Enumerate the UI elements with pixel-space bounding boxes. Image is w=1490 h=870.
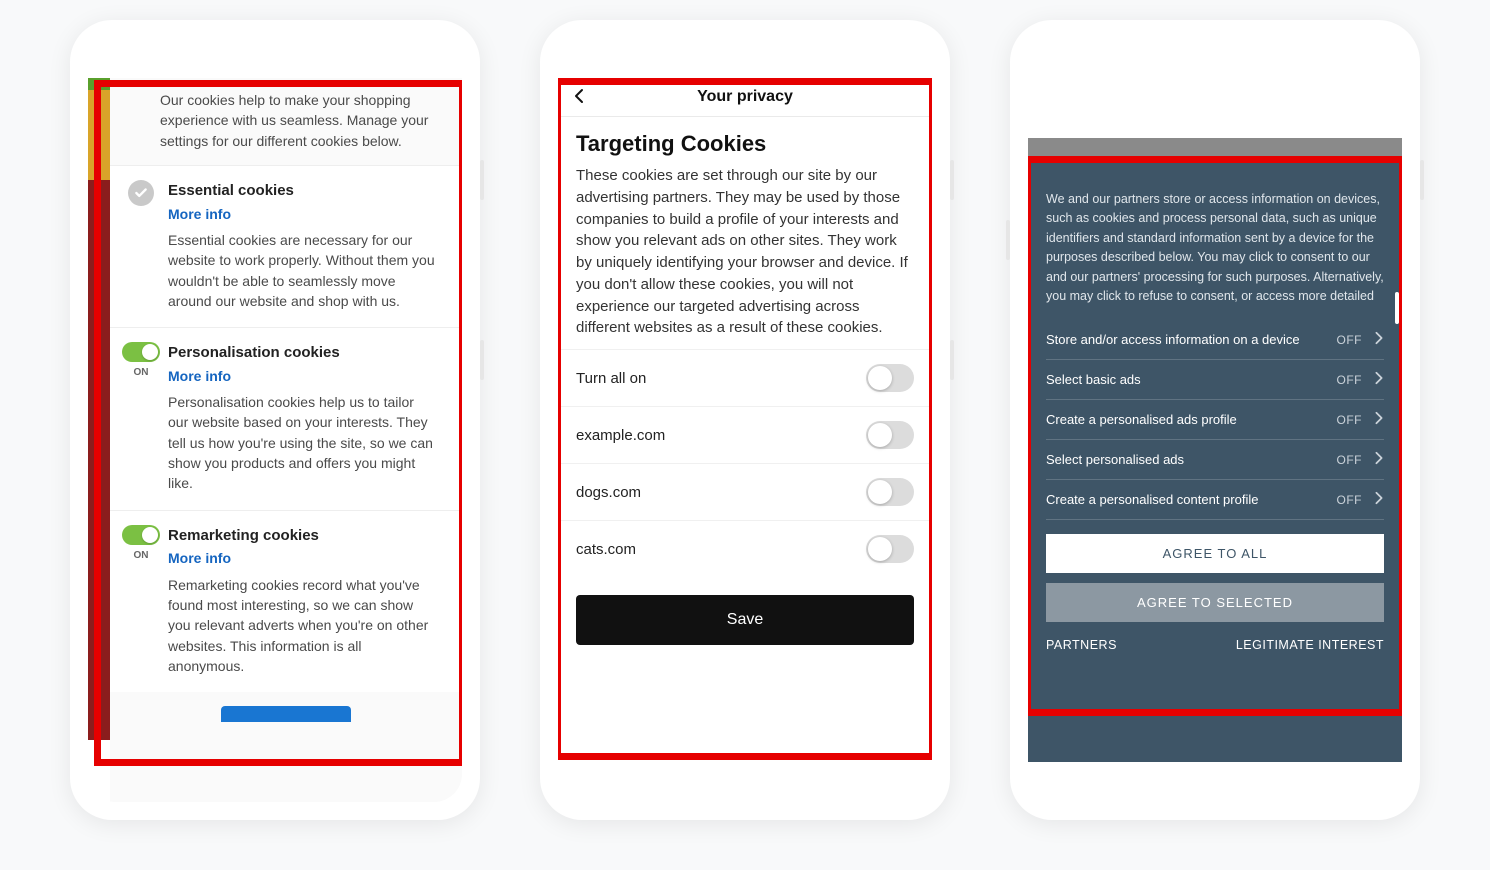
panel-header: Your privacy — [558, 78, 932, 117]
purpose-row[interactable]: Create a personalised ads profile OFF — [1046, 400, 1384, 440]
toggle-row-all: Turn all on — [558, 349, 932, 406]
section-description: Essential cookies are necessary for our … — [168, 230, 436, 311]
checkmark-icon — [128, 180, 154, 206]
footer-links: PARTNERS LEGITIMATE INTEREST — [1046, 622, 1384, 652]
phone-side-button — [1006, 220, 1010, 260]
purpose-state: OFF — [1337, 493, 1363, 507]
description-text: These cookies are set through our site b… — [558, 165, 932, 349]
scrollbar-thumb[interactable] — [1395, 292, 1399, 324]
phone-side-button — [480, 340, 484, 380]
section-title: Remarketing cookies — [168, 525, 436, 547]
chevron-right-icon — [1374, 491, 1384, 508]
chevron-right-icon — [1374, 411, 1384, 428]
toggle-row-domain: cats.com — [558, 520, 932, 577]
purpose-label: Select basic ads — [1046, 372, 1141, 387]
phone-side-button — [480, 160, 484, 200]
purpose-row[interactable]: Create a personalised content profile OF… — [1046, 480, 1384, 520]
page-top-blank — [1028, 78, 1402, 138]
more-info-link[interactable]: More info — [168, 204, 231, 224]
purpose-state: OFF — [1337, 453, 1363, 467]
cookie-section-remarketing: ON Remarketing cookies More info Remarke… — [110, 510, 462, 693]
consent-panel: We and our partners store or access info… — [1028, 162, 1402, 762]
toggle-switch[interactable] — [122, 342, 160, 362]
purpose-row[interactable]: Select basic ads OFF — [1046, 360, 1384, 400]
phone-side-button — [950, 340, 954, 380]
partners-link[interactable]: PARTNERS — [1046, 638, 1117, 652]
row-label: example.com — [576, 427, 665, 444]
purpose-row[interactable]: Select personalised ads OFF — [1046, 440, 1384, 480]
toggle-state-label: ON — [134, 366, 149, 381]
purpose-row[interactable]: Store and/or access information on a dev… — [1046, 320, 1384, 360]
chevron-right-icon — [1374, 451, 1384, 468]
consent-intro-text: We and our partners store or access info… — [1046, 190, 1384, 306]
phone-side-button — [1420, 160, 1424, 200]
toggle-switch[interactable] — [866, 421, 914, 449]
chevron-right-icon — [1374, 371, 1384, 388]
targeting-cookies-panel: Your privacy Targeting Cookies These coo… — [558, 78, 932, 762]
toggle-switch[interactable] — [866, 535, 914, 563]
purpose-label: Create a personalised ads profile — [1046, 412, 1237, 427]
toggle-switch[interactable] — [122, 525, 160, 545]
purpose-label: Select personalised ads — [1046, 452, 1184, 467]
legitimate-interest-link[interactable]: LEGITIMATE INTEREST — [1236, 638, 1384, 652]
phone-mockup-3: We and our partners store or access info… — [1010, 20, 1420, 820]
toggle-switch[interactable] — [866, 364, 914, 392]
header-title: Your privacy — [697, 88, 793, 105]
phone-side-button — [950, 160, 954, 200]
row-label: cats.com — [576, 541, 636, 558]
section-title: Essential cookies — [168, 180, 436, 202]
cookie-section-personalisation: ON Personalisation cookies More info Per… — [110, 327, 462, 510]
row-label: Turn all on — [576, 370, 646, 387]
toggle-row-domain: example.com — [558, 406, 932, 463]
row-label: dogs.com — [576, 484, 641, 501]
chevron-right-icon — [1374, 331, 1384, 348]
phone-screen: We and our partners store or access info… — [1028, 38, 1402, 802]
section-description: Remarketing cookies record what you've f… — [168, 575, 436, 676]
phone-mockup-2: Your privacy Targeting Cookies These coo… — [540, 20, 950, 820]
phone-screen: Our cookies help to make your shopping e… — [88, 38, 462, 802]
back-button[interactable] — [574, 88, 584, 109]
toggle-row-domain: dogs.com — [558, 463, 932, 520]
phone-screen: Your privacy Targeting Cookies These coo… — [558, 38, 932, 802]
section-title: Personalisation cookies — [168, 342, 436, 364]
toggle-switch[interactable] — [866, 478, 914, 506]
section-description: Personalisation cookies help us to tailo… — [168, 392, 436, 493]
more-info-link[interactable]: More info — [168, 366, 231, 386]
more-info-link[interactable]: More info — [168, 548, 231, 568]
cookie-settings-panel: Our cookies help to make your shopping e… — [110, 78, 462, 802]
agree-all-button[interactable]: AGREE TO ALL — [1046, 534, 1384, 573]
cookie-section-essential: Essential cookies More info Essential co… — [110, 165, 462, 327]
toggle-state-label: ON — [134, 549, 149, 564]
phone-mockup-1: Our cookies help to make your shopping e… — [70, 20, 480, 820]
intro-text: Our cookies help to make your shopping e… — [110, 78, 462, 165]
purpose-state: OFF — [1337, 333, 1363, 347]
page-title: Targeting Cookies — [558, 117, 932, 165]
purpose-label: Create a personalised content profile — [1046, 492, 1258, 507]
agree-selected-button[interactable]: AGREE TO SELECTED — [1046, 583, 1384, 622]
purpose-state: OFF — [1337, 373, 1363, 387]
save-button[interactable]: Save — [576, 595, 914, 645]
purpose-label: Store and/or access information on a dev… — [1046, 332, 1300, 347]
gray-bar — [1028, 138, 1402, 162]
primary-button-partial[interactable] — [221, 706, 351, 722]
purpose-state: OFF — [1337, 413, 1363, 427]
